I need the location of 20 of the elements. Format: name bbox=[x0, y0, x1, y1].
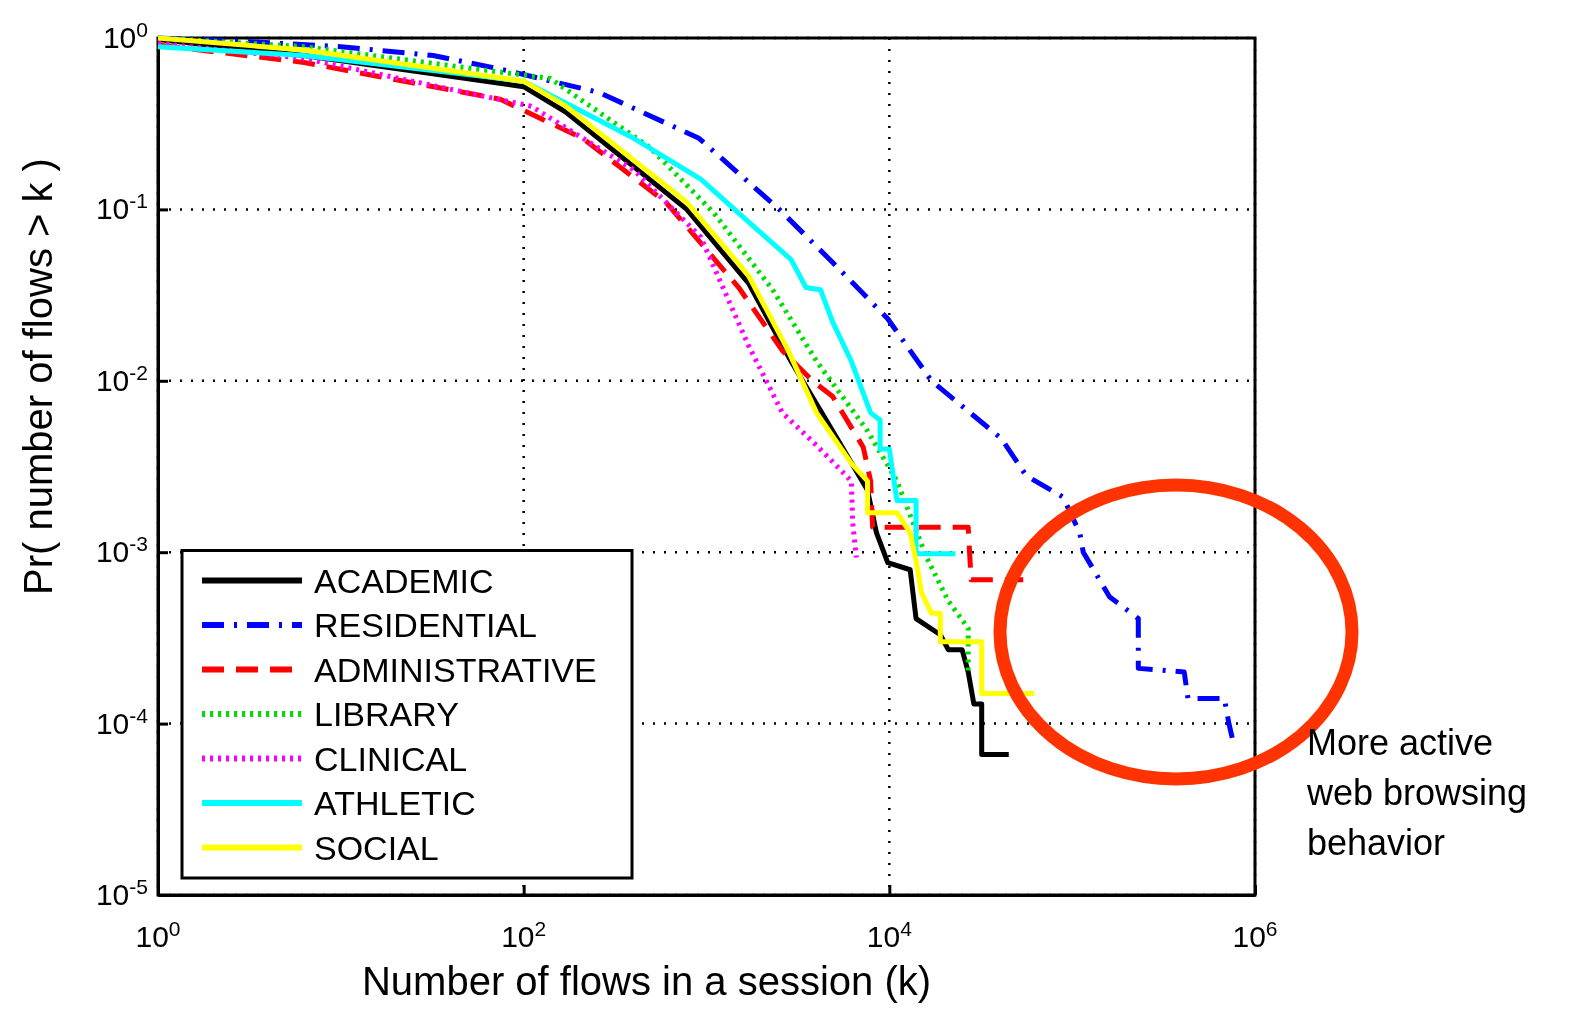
y-axis-title: Pr( number of flows > k ) bbox=[16, 158, 60, 595]
x-tick-label: 10$^{0}$ bbox=[135, 916, 181, 953]
legend-label: LIBRARY bbox=[314, 695, 459, 733]
x-tick-label: 10$^{6}$ bbox=[1232, 916, 1278, 953]
x-tick-label: 10$^{4}$ bbox=[866, 916, 913, 953]
x-tick-label: 10$^{2}$ bbox=[501, 916, 547, 953]
legend-label: SOCIAL bbox=[314, 828, 439, 867]
legend-label: CLINICAL bbox=[314, 739, 468, 778]
legend-label: ATHLETIC bbox=[314, 784, 476, 822]
text: More active web browsing behavior bbox=[1306, 722, 1528, 863]
legend-label: ACADEMIC bbox=[314, 561, 494, 600]
y-tick-label: 10$^{-1}$ bbox=[95, 188, 148, 226]
y-tick-label: 10$^{-5}$ bbox=[95, 874, 148, 911]
y-tick-label: 10$^{-4}$ bbox=[95, 703, 149, 740]
y-tick-label: 10$^{0}$ bbox=[102, 17, 148, 54]
y-tick-label: 10$^{-2}$ bbox=[95, 360, 148, 397]
legend-label: ADMINISTRATIVE bbox=[314, 650, 597, 689]
x-axis-title: Number of flows in a session (k) bbox=[361, 959, 932, 1003]
y-tick-label: 10$^{-3}$ bbox=[95, 531, 148, 569]
legend-label: RESIDENTIAL bbox=[314, 606, 537, 644]
